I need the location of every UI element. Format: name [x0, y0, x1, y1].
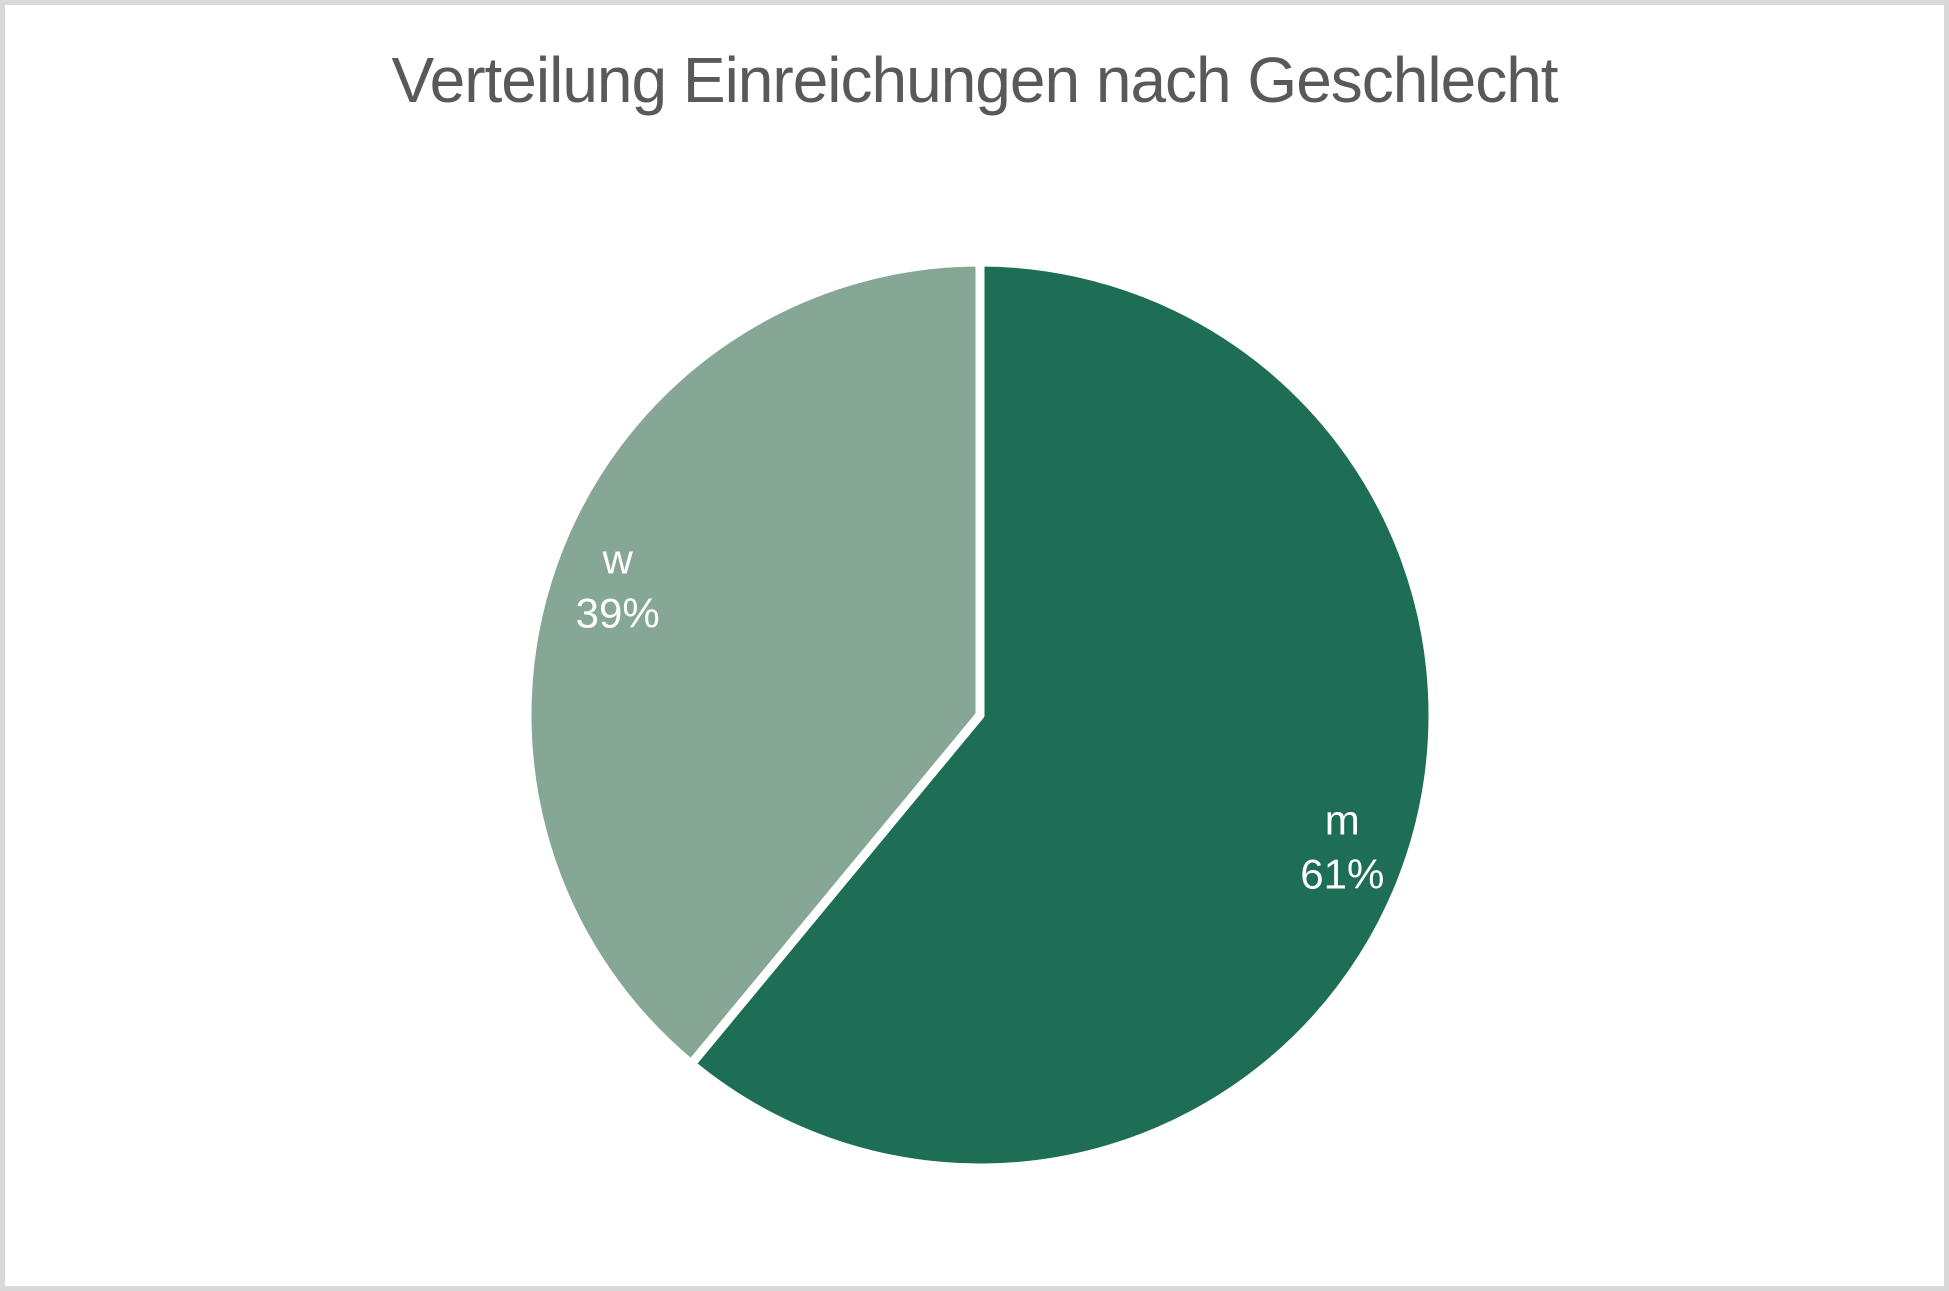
pie-label-w: w 39% [576, 536, 660, 637]
pie-label-category: w [602, 536, 634, 583]
pie-label-category: m [1325, 796, 1360, 843]
pie-slice-w [522, 257, 985, 1069]
pie-slice-m [686, 257, 1438, 1173]
pie-label-percent: 39% [576, 590, 660, 637]
pie-label-percent: 61% [1300, 850, 1384, 897]
chart-title: Verteilung Einreichungen nach Geschlecht [391, 44, 1558, 116]
pie-label-m: m 61% [1300, 796, 1384, 897]
pie-chart-svg: m 61% w 39% [522, 257, 1438, 1173]
